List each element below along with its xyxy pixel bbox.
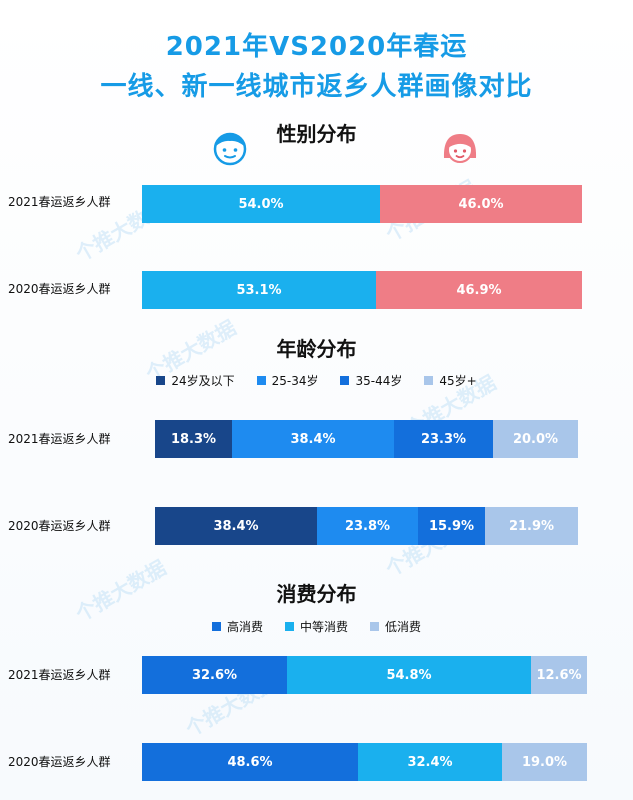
legend-item: 高消费 xyxy=(211,618,263,635)
bar-segment: 53.1% xyxy=(142,271,376,309)
legend-swatch xyxy=(340,376,350,385)
legend-item: 低消费 xyxy=(370,618,421,635)
bar-segment: 32.6% xyxy=(142,656,287,694)
legend-label: 24岁及以下 xyxy=(171,374,235,388)
bar-segment: 18.3% xyxy=(155,420,232,458)
bar-segment: 46.9% xyxy=(376,271,582,309)
bar-segment: 12.6% xyxy=(531,656,587,694)
legend-item: 中等消费 xyxy=(284,618,348,635)
legend-swatch xyxy=(211,622,221,631)
gender-bar-2021: 54.0% 46.0% xyxy=(142,185,582,223)
gender-bar-2020: 53.1% 46.9% xyxy=(142,271,582,309)
page-title: 2021年VS2020年春运 xyxy=(165,32,468,62)
bar-segment: 46.0% xyxy=(380,185,582,223)
row-label: 2021春运返乡人群 xyxy=(8,668,111,682)
row-label: 2020春运返乡人群 xyxy=(8,755,111,769)
legend-label: 中等消费 xyxy=(299,620,348,634)
legend-swatch xyxy=(256,376,266,385)
legend-item: 35-44岁 xyxy=(340,372,402,389)
row-label: 2020春运返乡人群 xyxy=(8,519,111,533)
legend-label: 高消费 xyxy=(226,620,263,634)
page-subtitle: 一线、新一线城市返乡人群画像对比 xyxy=(100,72,533,102)
bar-segment: 38.4% xyxy=(155,507,317,545)
row-label: 2020春运返乡人群 xyxy=(8,282,111,296)
male-avatar-icon xyxy=(213,132,247,166)
spending-legend: 高消费 中等消费 低消费 xyxy=(0,618,633,635)
legend-label: 低消费 xyxy=(385,620,422,634)
legend-swatch xyxy=(284,622,294,631)
legend-swatch xyxy=(156,376,166,385)
bar-segment: 32.4% xyxy=(358,743,502,781)
legend-item: 24岁及以下 xyxy=(156,372,235,389)
bar-segment: 54.8% xyxy=(287,656,531,694)
bar-segment: 21.9% xyxy=(485,507,578,545)
age-bar-2021: 18.3% 38.4% 23.3% 20.0% xyxy=(155,420,578,458)
row-label: 2021春运返乡人群 xyxy=(8,195,111,209)
legend-item: 25-34岁 xyxy=(256,372,319,389)
spending-bar-2021: 32.6% 54.8% 12.6% xyxy=(142,656,587,694)
spending-bar-2020: 48.6% 32.4% 19.0% xyxy=(142,743,587,781)
age-section-title: 年龄分布 xyxy=(276,337,357,361)
legend-swatch xyxy=(424,376,434,385)
bar-segment: 23.8% xyxy=(317,507,418,545)
bar-segment: 20.0% xyxy=(493,420,578,458)
age-legend: 24岁及以下 25-34岁 35-44岁 45岁+ xyxy=(0,372,633,389)
bar-segment: 23.3% xyxy=(394,420,493,458)
bar-segment: 15.9% xyxy=(418,507,485,545)
legend-label: 35-44岁 xyxy=(355,374,403,388)
row-label: 2021春运返乡人群 xyxy=(8,432,111,446)
bar-segment: 19.0% xyxy=(502,743,587,781)
legend-item: 45岁+ xyxy=(424,372,477,389)
bar-segment: 38.4% xyxy=(232,420,394,458)
legend-swatch xyxy=(370,622,379,631)
female-avatar-icon xyxy=(443,134,477,163)
legend-label: 25-34岁 xyxy=(271,374,319,388)
gender-section-title: 性别分布 xyxy=(276,122,357,146)
bar-segment: 48.6% xyxy=(142,743,358,781)
age-bar-2020: 38.4% 23.8% 15.9% 21.9% xyxy=(155,507,578,545)
legend-label: 45岁+ xyxy=(439,374,477,388)
spending-section-title: 消费分布 xyxy=(276,582,357,606)
bar-segment: 54.0% xyxy=(142,185,380,223)
